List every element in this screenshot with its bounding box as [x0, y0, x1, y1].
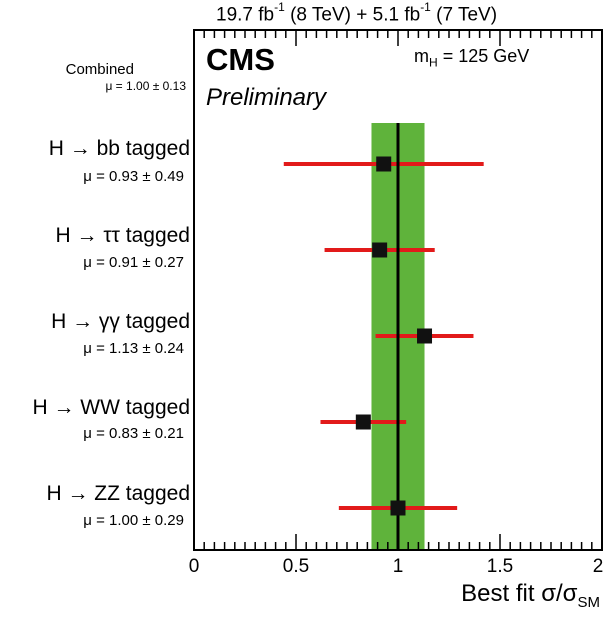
category-mu: μ = 1.13 ± 0.24	[83, 340, 184, 357]
x-axis-label-sub: SM	[577, 593, 601, 611]
category-mu: μ = 1.00 ± 0.29	[83, 512, 184, 529]
lumi-8tev-energy: (8 TeV)	[290, 4, 351, 26]
experiment-logo-text: CMS	[206, 42, 275, 77]
category-mu: μ = 0.91 ± 0.27	[83, 254, 184, 271]
status-label: Preliminary	[206, 84, 327, 111]
lumi-separator: +	[356, 4, 368, 26]
data-point-marker	[390, 500, 406, 516]
x-axis-label: Best fit σ/σSM	[461, 580, 600, 611]
lumi-7tev-energy: (7 TeV)	[436, 4, 498, 26]
x-tick-label: 1.5	[486, 556, 514, 577]
category-label: H → ZZ tagged	[46, 482, 190, 505]
lumi-7tev-exp: -1	[420, 0, 431, 14]
mass-prefix: m	[414, 46, 429, 66]
data-point-marker	[372, 242, 388, 258]
data-point-marker	[355, 414, 371, 430]
data-point-marker	[417, 328, 433, 344]
mass-sub: H	[429, 55, 438, 70]
x-tick-label: 0	[188, 556, 200, 577]
category-label: H → γγ tagged	[51, 310, 190, 333]
x-tick-label: 2	[592, 556, 604, 577]
mass-label: mH = 125 GeV	[414, 46, 529, 70]
lumi-8tev-value: 19.7 fb	[216, 4, 275, 26]
category-mu: μ = 0.93 ± 0.49	[83, 168, 184, 185]
data-point-marker	[376, 156, 392, 172]
category-label: H → bb tagged	[48, 137, 190, 160]
combined-label: Combined	[65, 61, 134, 78]
x-axis-label-main: Best fit σ/σ	[461, 580, 578, 607]
category-label: H → ττ tagged	[55, 224, 191, 247]
category-label: H → WW tagged	[32, 396, 190, 419]
category-mu: μ = 0.83 ± 0.21	[83, 425, 184, 442]
mass-value: = 125 GeV	[442, 46, 530, 66]
x-tick-label: 0.5	[282, 556, 310, 577]
lumi-7tev-value: 5.1 fb	[372, 4, 421, 26]
x-tick-label: 1	[392, 556, 404, 577]
combined-mu: μ = 1.00 ± 0.13	[105, 79, 186, 93]
luminosity-label: 19.7 fb-1 (8 TeV) + 5.1 fb-1 (7 TeV)	[216, 0, 600, 26]
lumi-8tev-exp: -1	[274, 0, 285, 14]
